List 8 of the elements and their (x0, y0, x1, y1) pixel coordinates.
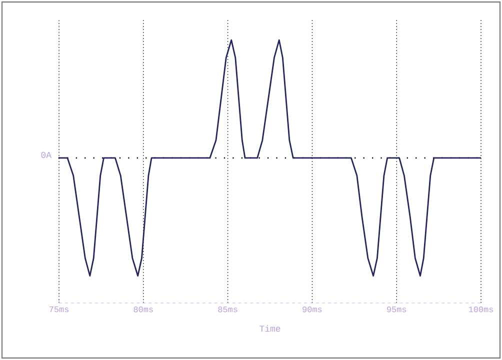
x-tick-label: 100ms (468, 306, 494, 312)
x-tick-label: 95ms (387, 306, 406, 312)
x-tick-label: 80ms (134, 306, 153, 312)
x-tick-label: 85ms (218, 306, 238, 312)
x-axis-title: Time (260, 325, 280, 332)
ref-line-label: 0A (41, 152, 52, 158)
x-tick-label: 90ms (302, 306, 322, 312)
x-tick-label: 75ms (50, 306, 68, 312)
